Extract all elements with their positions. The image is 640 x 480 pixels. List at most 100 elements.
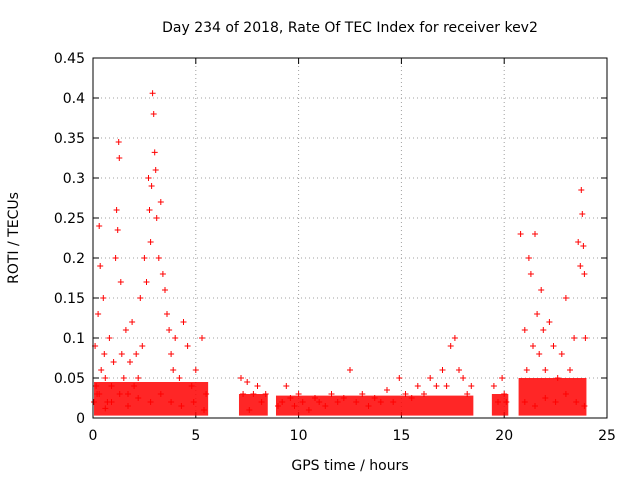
- data-point: [151, 149, 158, 156]
- data-point: [283, 383, 290, 389]
- data-point: [468, 383, 475, 389]
- dense-point-band: [491, 394, 509, 416]
- data-point: [172, 335, 179, 341]
- x-tick-label: 25: [598, 428, 616, 444]
- dense-point-band: [94, 382, 209, 416]
- y-tick-label: 0.45: [54, 51, 85, 67]
- data-point: [106, 335, 113, 341]
- data-point: [536, 351, 543, 357]
- data-point: [102, 375, 109, 381]
- data-point: [580, 243, 587, 249]
- y-tick-label: 0.2: [63, 251, 85, 267]
- data-point: [579, 211, 586, 217]
- data-point: [117, 279, 124, 285]
- y-tick-label: 0.35: [54, 131, 85, 147]
- data-point: [135, 375, 142, 381]
- data-point: [558, 351, 565, 357]
- data-point: [238, 375, 244, 381]
- y-tick-label: 0.3: [63, 171, 85, 187]
- data-point: [157, 199, 164, 205]
- data-point: [460, 375, 467, 381]
- data-point: [180, 319, 187, 325]
- y-tick-label: 0.4: [63, 91, 85, 107]
- data-point: [113, 207, 120, 213]
- data-point: [159, 271, 166, 277]
- data-point: [164, 311, 170, 317]
- data-point: [112, 255, 119, 261]
- data-point: [101, 351, 108, 357]
- data-point: [192, 367, 199, 373]
- dense-point-band: [518, 378, 587, 416]
- data-point: [439, 367, 446, 373]
- data-point: [456, 367, 462, 373]
- data-point: [521, 327, 528, 333]
- data-point: [427, 375, 434, 381]
- dense-point-band: [238, 394, 268, 416]
- data-point: [384, 387, 390, 393]
- chart-title: Day 234 of 2018, Rate Of TEC Index for r…: [162, 20, 538, 36]
- data-point: [95, 311, 102, 317]
- data-point: [129, 319, 136, 325]
- x-tick-label: 15: [392, 428, 410, 444]
- data-point: [562, 295, 569, 301]
- y-axis-label: ROTI / TECUs: [6, 192, 22, 284]
- data-point: [490, 383, 497, 389]
- data-point: [150, 111, 157, 117]
- data-point: [148, 183, 155, 189]
- data-point: [133, 351, 140, 357]
- data-point: [525, 255, 532, 261]
- data-point: [127, 359, 133, 365]
- data-point: [176, 375, 183, 381]
- data-point: [153, 215, 160, 221]
- x-tick-label: 5: [191, 428, 200, 444]
- data-point: [578, 187, 585, 193]
- data-point: [540, 327, 547, 333]
- data-point: [98, 367, 105, 373]
- data-point: [414, 383, 421, 389]
- data-point: [523, 367, 530, 373]
- data-point: [199, 335, 205, 341]
- grid: [93, 58, 607, 418]
- data-point: [147, 239, 154, 245]
- y-tick-label: 0.15: [54, 291, 85, 307]
- data-point: [145, 175, 152, 181]
- data-point: [451, 335, 458, 341]
- data-point: [110, 359, 117, 365]
- data-point: [347, 367, 353, 373]
- y-tick-label: 0: [76, 411, 85, 427]
- data-point: [168, 351, 175, 357]
- x-tick-label: 0: [89, 428, 98, 444]
- data-point: [571, 335, 578, 341]
- data-point: [527, 271, 534, 277]
- data-point: [581, 271, 588, 277]
- y-tick-label: 0.1: [63, 331, 85, 347]
- data-point: [143, 279, 150, 285]
- data-point: [120, 375, 127, 381]
- data-point: [122, 327, 129, 333]
- data-point: [149, 90, 156, 97]
- x-tick-label: 10: [290, 428, 308, 444]
- data-point: [114, 227, 121, 233]
- data-point: [577, 263, 584, 269]
- data-point: [184, 343, 191, 349]
- data-point: [137, 295, 144, 301]
- data-point: [396, 375, 403, 381]
- data-point: [244, 379, 251, 385]
- y-tick-label: 0.05: [54, 371, 85, 387]
- data-point: [115, 139, 122, 145]
- data-point: [582, 335, 589, 341]
- data-point: [532, 231, 538, 237]
- data-point: [433, 383, 440, 389]
- data-point: [530, 343, 536, 349]
- data-point: [550, 343, 557, 349]
- data-point: [575, 239, 582, 245]
- dense-point-band: [275, 395, 474, 416]
- data-point: [155, 255, 162, 261]
- data-point: [139, 343, 146, 349]
- plot-frame: [92, 57, 608, 419]
- data-point: [141, 255, 148, 261]
- data-point: [166, 327, 173, 333]
- data-point: [447, 343, 454, 349]
